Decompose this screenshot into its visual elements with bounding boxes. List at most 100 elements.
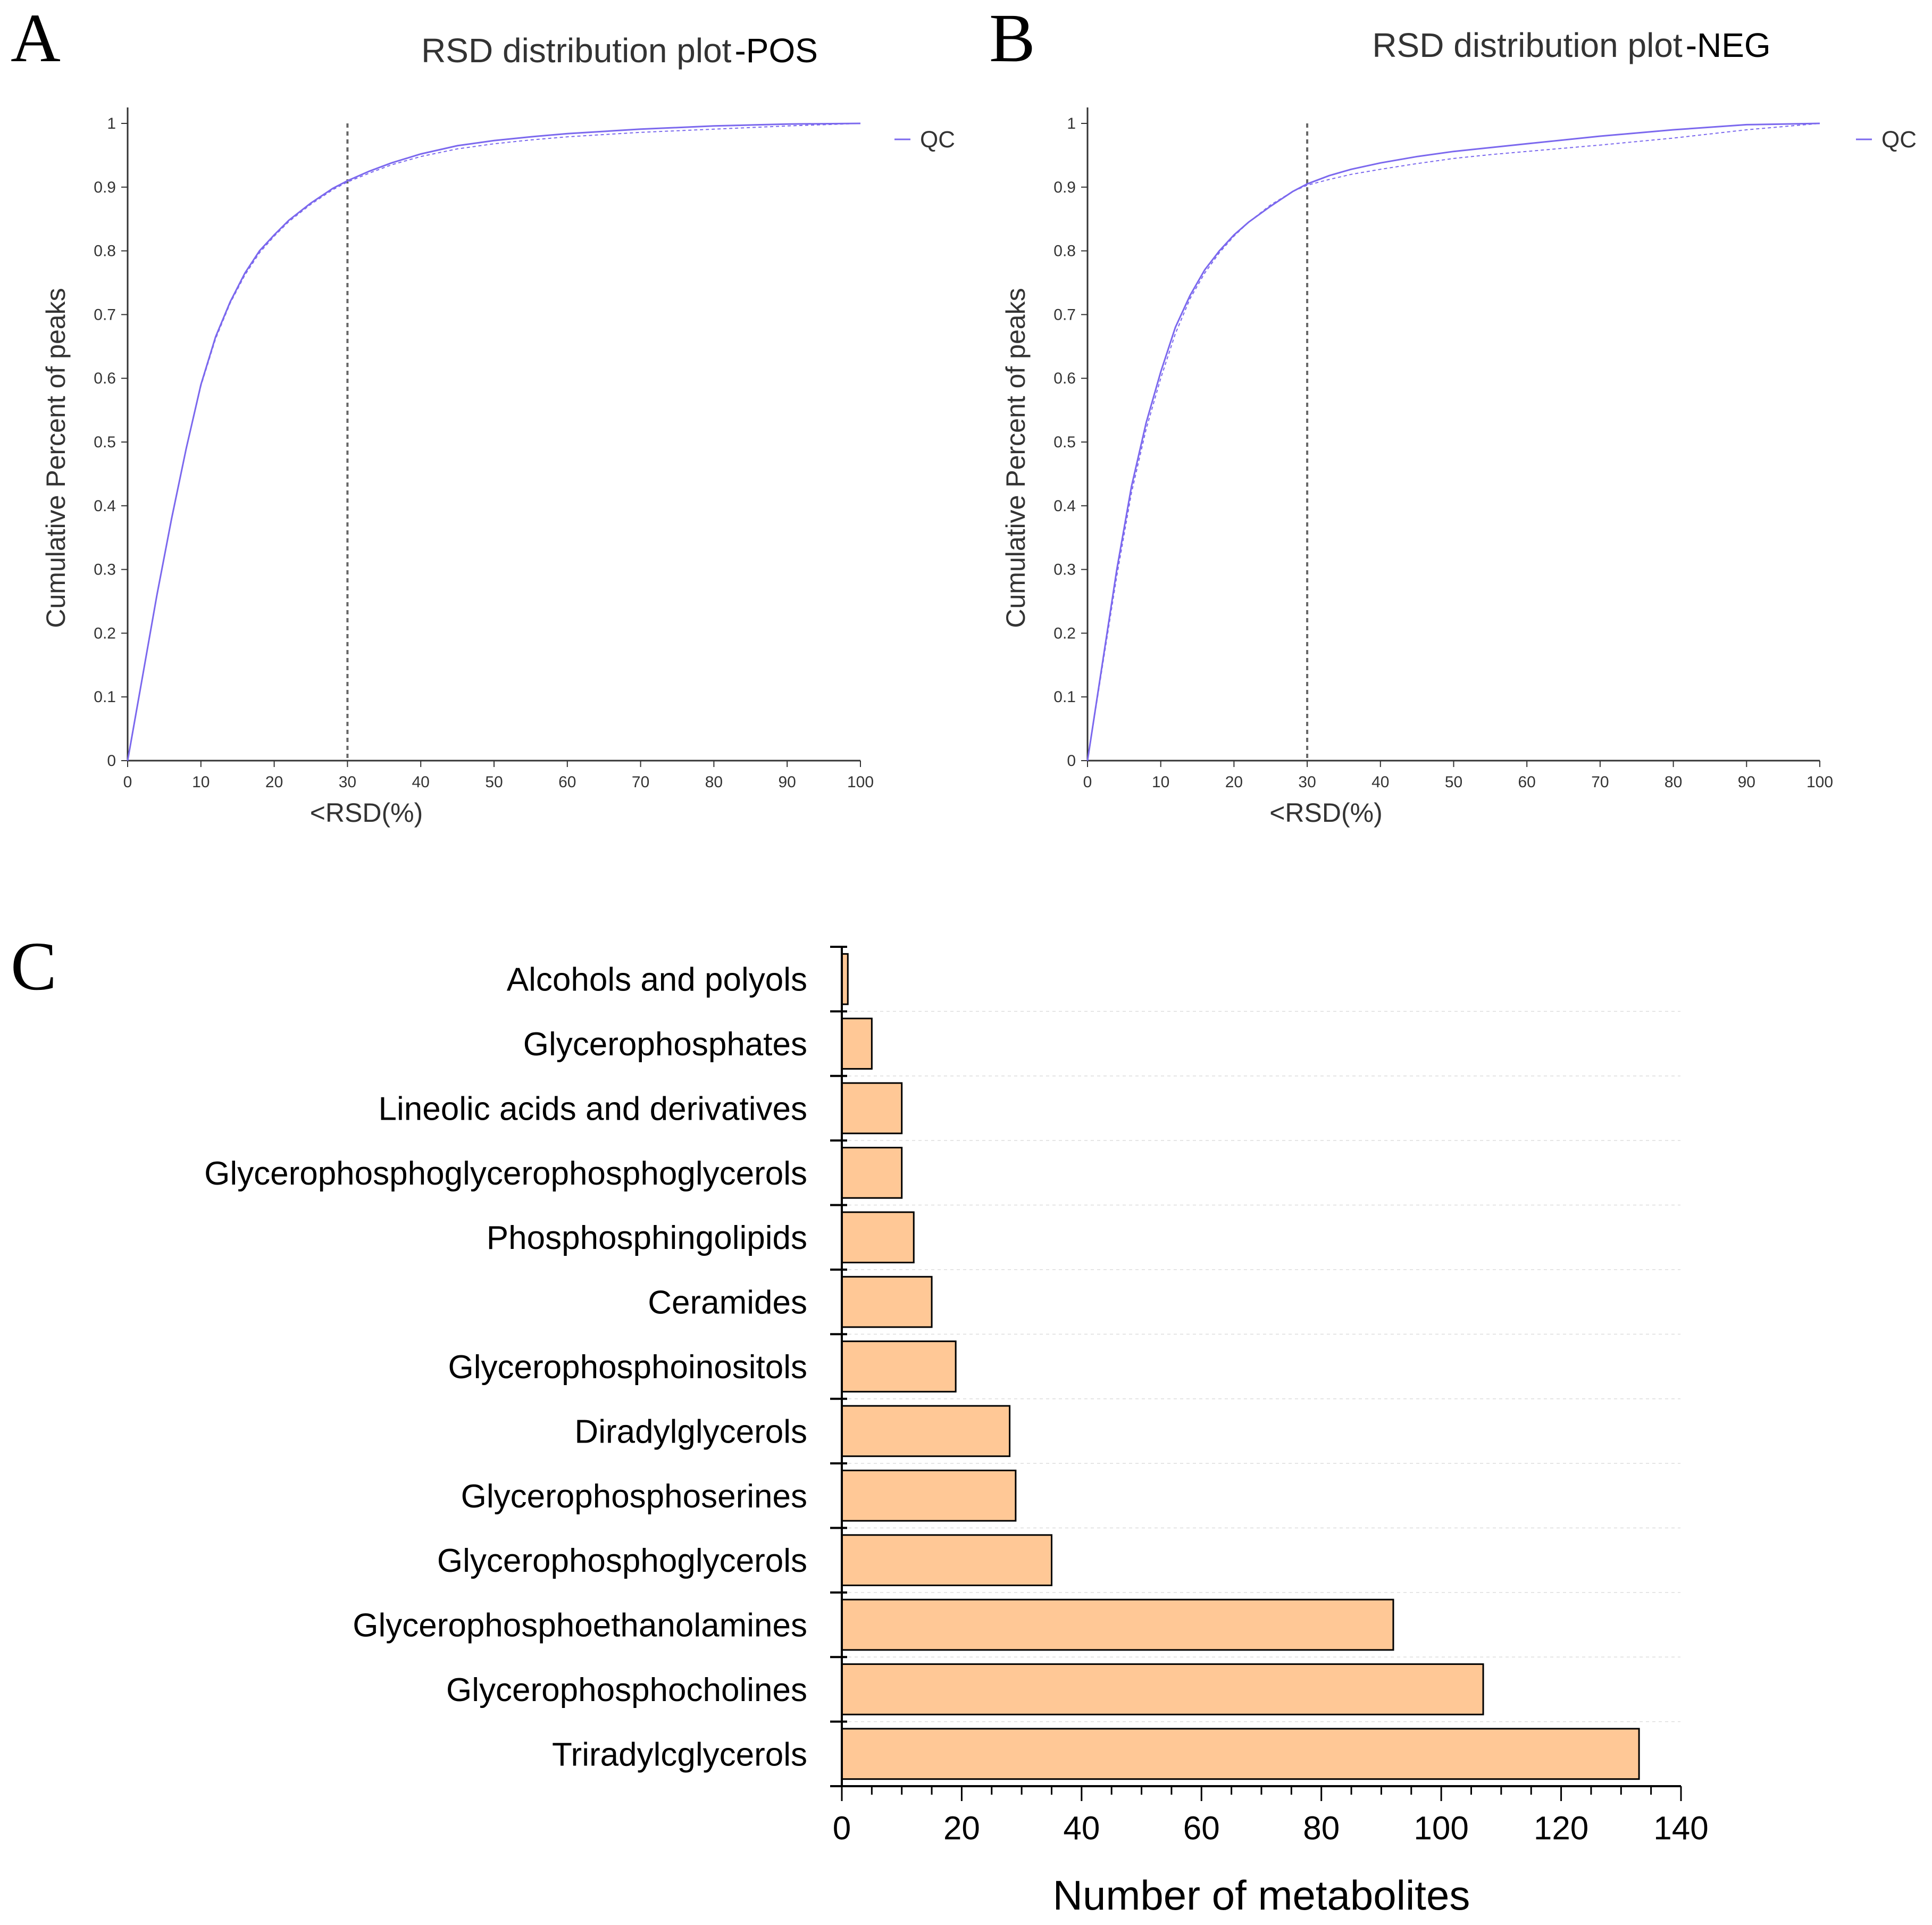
x-tick-label: 20 [1225, 773, 1243, 791]
series-line-solid [1086, 122, 1820, 761]
y-tick-label: 1 [107, 115, 116, 132]
category-label: Glycerophosphoserines [461, 1478, 807, 1515]
y-tick-label: 0.6 [94, 370, 116, 387]
panel-a-title: RSD distribution plot-POS [421, 31, 818, 70]
x-tick-label: 40 [412, 773, 430, 791]
x-tick-label: 0 [123, 773, 132, 791]
bar [841, 1405, 1011, 1457]
x-tick-label: 90 [779, 773, 796, 791]
series-line-dashed [127, 123, 861, 761]
panel-c-plot: Alcohols and polyols Glycerophosphates Lin… [204, 946, 1709, 1919]
panel-b: B RSD distribution plot-NEG 0 0.1 0.2 0.3 0.… [989, 0, 1917, 828]
y-tick-label: 0.1 [1053, 688, 1076, 706]
series-line-dashed [1087, 123, 1820, 761]
x-tick-label: 20 [265, 773, 283, 791]
x-tick-label: 100 [1414, 1810, 1468, 1847]
y-tick-label: 0 [1067, 752, 1076, 770]
y-tick-label: 0.7 [94, 306, 116, 323]
panel-c: C Alcohols and polyols Glycerophosphates L… [11, 928, 1709, 1919]
panel-letter-a: A [11, 0, 61, 77]
category-label: Glycerophosphoethanolamines [353, 1607, 807, 1644]
x-tick-label: 80 [1303, 1810, 1340, 1847]
bar [841, 1276, 933, 1328]
bar [841, 1211, 915, 1264]
x-tick-label: 120 [1534, 1810, 1588, 1847]
x-tick-label: 80 [1665, 773, 1682, 791]
bar [841, 1534, 1052, 1586]
y-tick-label: 0.5 [94, 434, 116, 451]
bar [841, 1728, 1640, 1780]
x-tick-label: 30 [1298, 773, 1316, 791]
y-tick-label: 0.8 [1053, 243, 1076, 260]
x-tick-label: 90 [1738, 773, 1755, 791]
x-tick-label: 70 [1591, 773, 1609, 791]
panel-letter-c: C [11, 928, 57, 1005]
y-tick-label: 0.3 [1053, 561, 1076, 579]
x-tick-label: 40 [1063, 1810, 1100, 1847]
x-tick-label: 0 [833, 1810, 851, 1847]
x-axis-label: <RSD(%) [1269, 798, 1383, 828]
y-tick-label: 0.1 [94, 688, 116, 706]
y-tick-label: 0.4 [94, 497, 116, 515]
x-tick-label: 60 [1518, 773, 1536, 791]
category-label: Glycerophosphocholines [446, 1672, 807, 1709]
legend-label: QC [1881, 127, 1917, 153]
y-tick-label: 0.7 [1053, 306, 1076, 323]
x-tick-label: 60 [558, 773, 576, 791]
y-tick-label: 0.3 [94, 561, 116, 579]
series-line-solid [127, 122, 861, 761]
category-label: Lineolic acids and derivatives [379, 1090, 807, 1127]
x-tick-label: 140 [1653, 1810, 1708, 1847]
category-label: Ceramides [648, 1285, 807, 1321]
category-label: Glycerophosphoglycerophosphoglycerols [204, 1155, 807, 1192]
panel-a-plot: 00.10.20.30.40.50.60.70.80.910 10 20 30 40 50… [41, 107, 955, 828]
bar [841, 1147, 903, 1199]
y-tick-label: 1 [1067, 115, 1076, 132]
panel-b-plot: 00.10.20.30.40.50.60.70.80.910 10 20 30 40 50… [1001, 107, 1917, 828]
x-tick-label: 60 [1183, 1810, 1220, 1847]
bar [841, 1340, 957, 1393]
bar [841, 1018, 873, 1070]
category-label: Glycerophosphates [523, 1026, 807, 1063]
category-label: Glycerophosphoglycerols [437, 1543, 807, 1579]
y-tick-label: 0.6 [1053, 370, 1076, 387]
x-tick-label: 20 [943, 1810, 980, 1847]
y-tick-label: 0.2 [1053, 624, 1076, 642]
x-tick-label: 30 [339, 773, 356, 791]
x-tick-label: 50 [1445, 773, 1462, 791]
category-label: Alcohols and polyols [507, 962, 807, 998]
x-tick-label: 100 [1806, 773, 1833, 791]
category-label: Triradylcglycerols [552, 1736, 807, 1773]
x-tick-label: 10 [1152, 773, 1169, 791]
category-label: Diradylglycerols [574, 1413, 807, 1450]
y-tick-label: 0.5 [1053, 434, 1076, 451]
y-axis-label: Cumulative Percent of peaks [41, 288, 71, 628]
x-axis-label: Number of metabolites [1053, 1872, 1470, 1919]
x-tick-label: 40 [1371, 773, 1389, 791]
bar [841, 1469, 1017, 1522]
bar [841, 1663, 1484, 1715]
x-axis-label: <RSD(%) [310, 798, 423, 828]
y-tick-label: 0.9 [94, 179, 116, 196]
y-tick-label: 0.8 [94, 243, 116, 260]
y-tick-label: 0 [107, 752, 116, 770]
category-label: Glycerophosphoinositols [448, 1349, 808, 1386]
x-tick-label: 50 [485, 773, 503, 791]
panel-a: A RSD distribution plot-POS 0 0.1 0.2 0.3 0.… [11, 0, 955, 828]
x-tick-label: 0 [1083, 773, 1092, 791]
y-tick-label: 0.9 [1053, 179, 1076, 196]
x-tick-label: 80 [705, 773, 723, 791]
y-axis-label: Cumulative Percent of peaks [1001, 288, 1031, 628]
y-tick-label: 0.4 [1053, 497, 1076, 515]
panel-letter-b: B [989, 0, 1035, 77]
panel-b-title: RSD distribution plot-NEG [1372, 26, 1770, 64]
x-tick-label: 10 [192, 773, 210, 791]
legend-label: QC [920, 127, 955, 153]
category-label: Phosphosphingolipids [487, 1220, 807, 1256]
y-tick-label: 0.2 [94, 624, 116, 642]
x-tick-label: 100 [847, 773, 874, 791]
bar [841, 1598, 1394, 1651]
x-tick-label: 70 [632, 773, 649, 791]
bar [841, 1082, 903, 1135]
